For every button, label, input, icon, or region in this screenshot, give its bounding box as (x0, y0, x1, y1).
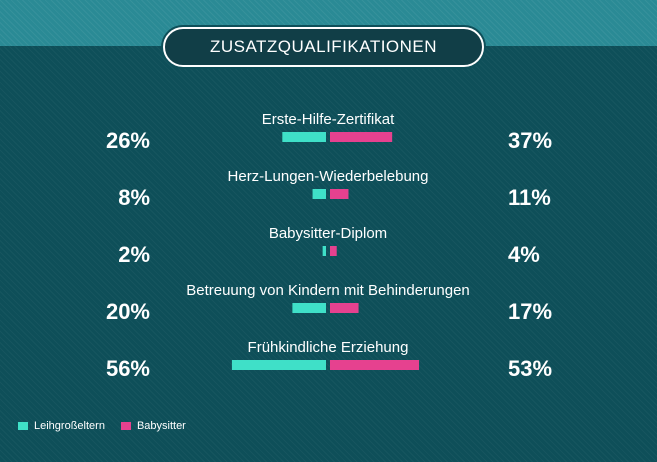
category-label-erste-hilfe-zertifikat: Erste-Hilfe-Zertifikat (262, 111, 395, 128)
bar-leihgrosseltern-fr-hkindliche-erziehung (231, 360, 326, 370)
legend: Leihgroßeltern Babysitter (18, 419, 202, 433)
category-label-babysitter-diplom: Babysitter-Diplom (269, 225, 387, 242)
value-label-babysitter-betreuung-von-kindern-mit-behinderungen: 17% (508, 299, 552, 324)
bar-leihgrosseltern-betreuung-von-kindern-mit-behinderungen (292, 303, 326, 313)
value-label-leihgrosseltern-betreuung-von-kindern-mit-behinderungen: 20% (106, 299, 150, 324)
value-label-babysitter-babysitter-diplom: 4% (508, 242, 540, 267)
chart-title: ZUSATZQUALIFIKATIONEN (163, 27, 484, 67)
legend-swatch-babysitter (120, 422, 131, 430)
bar-leihgrosseltern-babysitter-diplom (322, 246, 326, 256)
category-label-fr-hkindliche-erziehung: Frühkindliche Erziehung (248, 339, 409, 356)
legend-item-babysitter: Babysitter (120, 420, 186, 432)
bar-babysitter-babysitter-diplom (330, 246, 337, 256)
value-label-babysitter-erste-hilfe-zertifikat: 37% (508, 128, 552, 153)
value-label-leihgrosseltern-fr-hkindliche-erziehung: 56% (106, 356, 150, 381)
header-band (0, 0, 657, 46)
value-label-babysitter-fr-hkindliche-erziehung: 53% (508, 356, 552, 381)
legend-label-babysitter: Babysitter (136, 420, 186, 432)
bar-babysitter-erste-hilfe-zertifikat (330, 132, 393, 142)
bar-babysitter-herz-lungen-wiederbelebung (330, 189, 349, 199)
category-label-betreuung-von-kindern-mit-behinderungen: Betreuung von Kindern mit Behinderungen (186, 282, 470, 299)
bar-leihgrosseltern-erste-hilfe-zertifikat (282, 132, 326, 142)
legend-label-leihgrosseltern: Leihgroßeltern (34, 420, 105, 432)
value-label-leihgrosseltern-erste-hilfe-zertifikat: 26% (106, 128, 150, 153)
legend-swatch-leihgrosseltern (18, 422, 28, 430)
legend-item-leihgrosseltern: Leihgroßeltern (18, 420, 105, 432)
bar-leihgrosseltern-herz-lungen-wiederbelebung (312, 189, 326, 199)
value-label-leihgrosseltern-herz-lungen-wiederbelebung: 8% (118, 185, 150, 210)
bar-babysitter-fr-hkindliche-erziehung (330, 360, 420, 370)
bar-babysitter-betreuung-von-kindern-mit-behinderungen (330, 303, 359, 313)
value-label-babysitter-herz-lungen-wiederbelebung: 11% (508, 185, 551, 210)
value-label-leihgrosseltern-babysitter-diplom: 2% (118, 242, 150, 267)
category-label-herz-lungen-wiederbelebung: Herz-Lungen-Wiederbelebung (228, 168, 429, 185)
